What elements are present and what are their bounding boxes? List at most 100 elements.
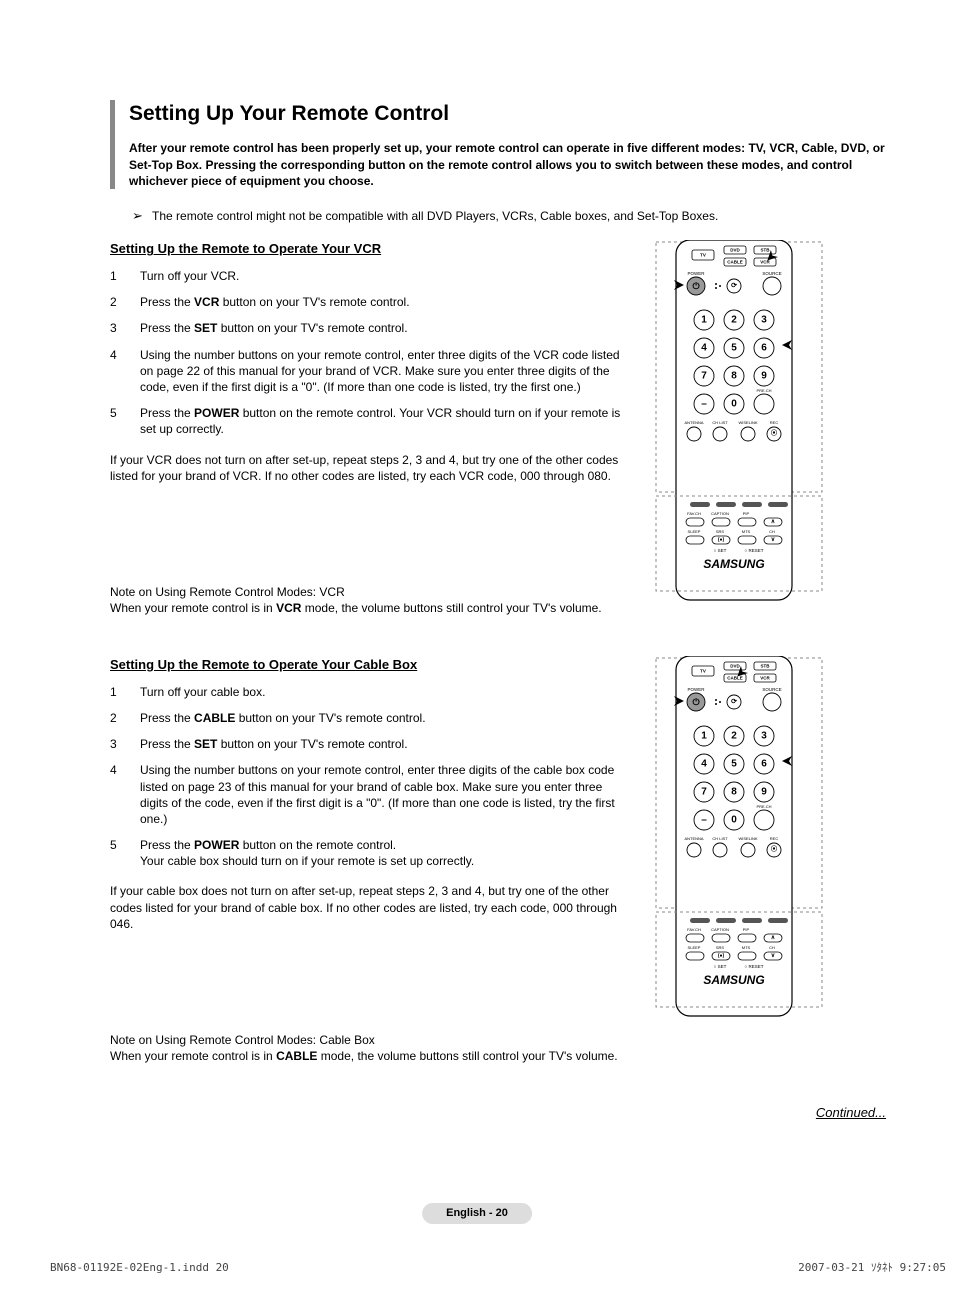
svg-text:TV: TV [700,253,706,258]
svg-text:SOURCE: SOURCE [762,271,781,276]
svg-text:0: 0 [731,815,737,826]
svg-text:ANTENNA: ANTENNA [684,836,703,841]
svg-text:9: 9 [761,787,767,798]
step: Press the VCR button on your TV's remote… [110,294,630,310]
svg-text:SAMSUNG: SAMSUNG [703,973,764,987]
continued-label: Continued... [110,1104,894,1122]
footer: BN68-01192E-02Eng-1.indd 20 2007-03-21 ｿ… [50,1261,946,1276]
cable-steps: Turn off your cable box. Press the CABLE… [110,684,630,870]
step: Turn off your cable box. [110,684,630,700]
svg-text:3: 3 [761,731,767,742]
svg-text:CH LIST: CH LIST [712,420,728,425]
svg-text:STB: STB [761,664,771,669]
svg-text:DVD: DVD [730,664,740,669]
svg-text:VCR: VCR [760,260,770,265]
svg-text:∨: ∨ [771,537,775,543]
svg-text:○ RESET: ○ RESET [745,548,764,553]
page-number: English - 20 [422,1203,532,1224]
svg-text:POWER: POWER [687,687,705,692]
step: Press the POWER button on the remote con… [110,405,630,437]
svg-text:ANTENNA: ANTENNA [684,420,703,425]
svg-text:MTS: MTS [742,945,751,950]
svg-text:STB: STB [761,248,771,253]
svg-text:TV: TV [700,669,706,674]
svg-text:1: 1 [701,315,707,326]
svg-text:∨: ∨ [771,953,775,959]
svg-text:FAV.CH: FAV.CH [687,927,701,932]
svg-text:MTS: MTS [742,529,751,534]
intro-text: After your remote control has been prope… [129,140,894,189]
svg-text:0: 0 [731,399,737,410]
cable-fallback: If your cable box does not turn on after… [110,883,630,932]
page-title: Setting Up Your Remote Control [129,100,894,128]
svg-text:⟳: ⟳ [731,283,737,290]
vcr-note-heading: Note on Using Remote Control Modes: VCR [110,584,630,600]
svg-text:SRS: SRS [716,945,725,950]
svg-text:∧: ∧ [771,935,775,941]
svg-text:DVD: DVD [730,248,740,253]
svg-text:CH LIST: CH LIST [712,836,728,841]
note-arrow-icon: ➢ [132,208,143,223]
svg-text:SLEEP: SLEEP [688,529,701,534]
step: Using the number buttons on your remote … [110,347,630,396]
svg-text:4: 4 [701,759,707,770]
svg-text:⦿: ⦿ [771,845,777,853]
svg-text:FAV.CH: FAV.CH [687,511,701,516]
section-cable: Setting Up the Remote to Operate Your Ca… [110,656,894,1064]
svg-text:CH: CH [769,529,775,534]
svg-text:SRS: SRS [716,529,725,534]
svg-text:CABLE: CABLE [727,260,743,265]
remote-figure-vcr: TV DVD STB CABLE VCR POWER ⏻ ⟳ SOURCE 1 … [654,240,824,614]
svg-text:–: – [701,815,707,826]
svg-text:PIP: PIP [743,927,750,932]
vcr-note-body: When your remote control is in VCR mode,… [110,600,630,616]
step: Press the SET button on your TV's remote… [110,736,630,752]
svg-text:SAMSUNG: SAMSUNG [703,557,764,571]
svg-text:SLEEP: SLEEP [688,945,701,950]
svg-text:WISELINK: WISELINK [738,836,757,841]
svg-text:9: 9 [761,371,767,382]
step: Press the POWER button on the remote con… [110,837,630,869]
step: Using the number buttons on your remote … [110,762,630,827]
svg-text:⏻: ⏻ [692,281,700,291]
svg-text:SOURCE: SOURCE [762,687,781,692]
svg-text:⟳: ⟳ [731,699,737,706]
section-vcr: Setting Up the Remote to Operate Your VC… [110,240,894,616]
svg-text:1: 1 [701,731,707,742]
footer-right: 2007-03-21 ｿﾀﾈﾄ 9:27:05 [798,1261,946,1276]
compatibility-note: ➢ The remote control might not be compat… [132,207,894,225]
svg-text:5: 5 [731,343,737,354]
svg-text:⏻: ⏻ [692,697,700,707]
footer-left: BN68-01192E-02Eng-1.indd 20 [50,1261,229,1276]
svg-text:REC: REC [770,836,779,841]
remote-figure-cable: TV DVD STB CABLE VCR POWER ⏻ ⟳ SOURCE 1 … [654,656,824,1030]
svg-text:8: 8 [731,371,737,382]
cable-heading: Setting Up the Remote to Operate Your Ca… [110,656,630,674]
svg-text:6: 6 [761,759,767,770]
svg-text:PRE.CH: PRE.CH [756,388,771,393]
svg-text:(●): (●) [718,537,725,543]
step: Turn off your VCR. [110,268,630,284]
svg-text:POWER: POWER [687,271,705,276]
svg-text:CH: CH [769,945,775,950]
svg-text:5: 5 [731,759,737,770]
svg-text:PRE.CH: PRE.CH [756,804,771,809]
svg-text:CAPTION: CAPTION [711,511,729,516]
svg-text:4: 4 [701,343,707,354]
cable-note-body: When your remote control is in CABLE mod… [110,1048,630,1064]
svg-text:∧: ∧ [771,519,775,525]
svg-text:2: 2 [731,315,737,326]
svg-text:REC: REC [770,420,779,425]
compat-text: The remote control might not be compatib… [152,209,718,223]
svg-text:7: 7 [701,787,707,798]
svg-text:3: 3 [761,315,767,326]
svg-text:PIP: PIP [743,511,750,516]
svg-text:WISELINK: WISELINK [738,420,757,425]
svg-text:6: 6 [761,343,767,354]
svg-text:○ SET: ○ SET [714,548,727,553]
svg-text:CAPTION: CAPTION [711,927,729,932]
svg-text:8: 8 [731,787,737,798]
svg-text:○ SET: ○ SET [714,964,727,969]
svg-text:–: – [701,399,707,410]
step: Press the CABLE button on your TV's remo… [110,710,630,726]
